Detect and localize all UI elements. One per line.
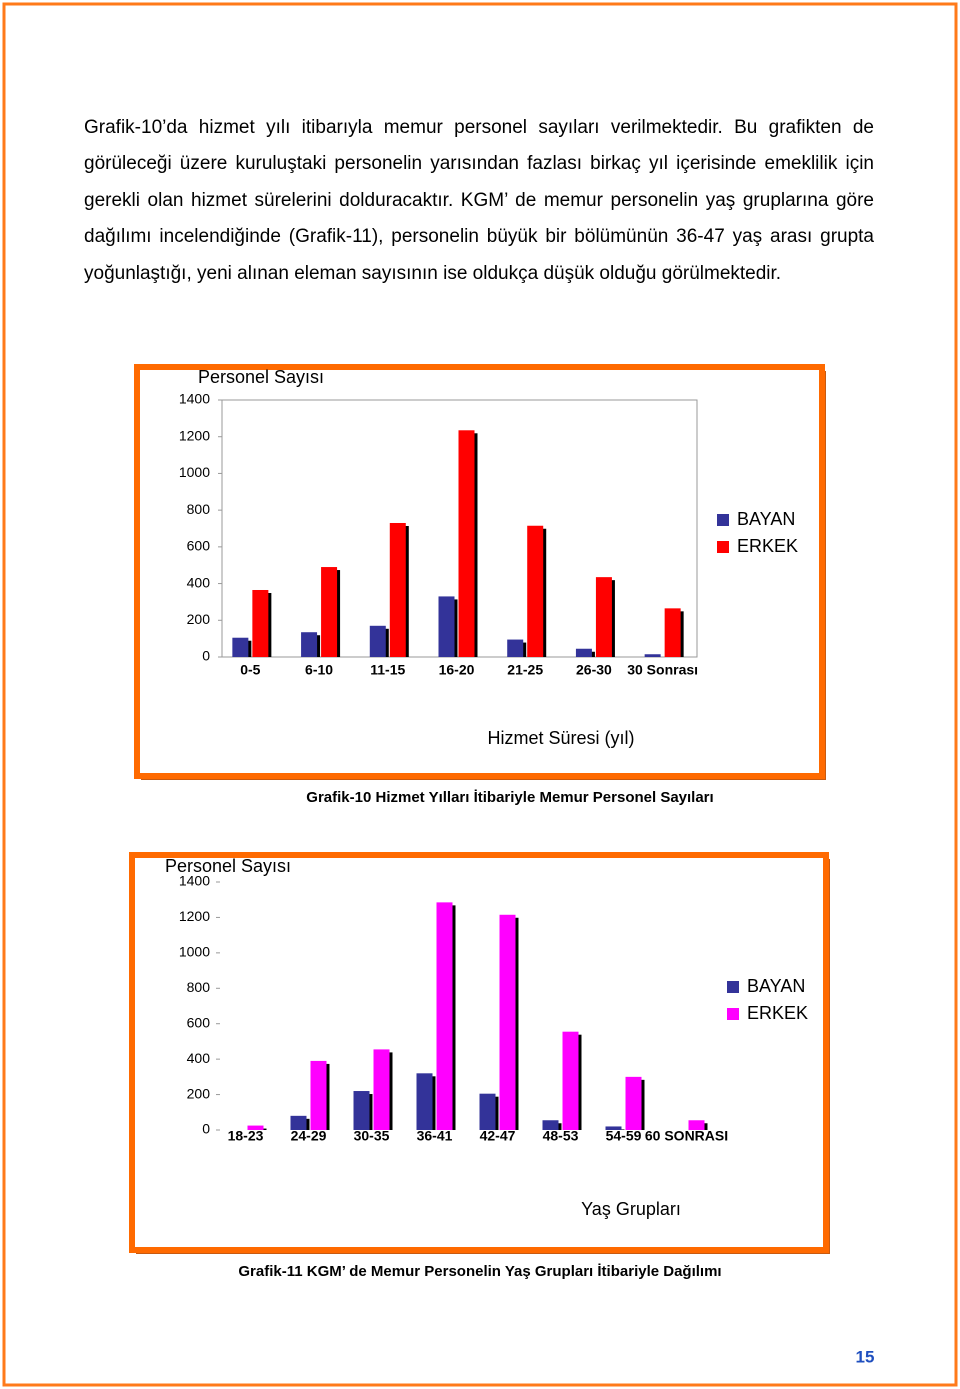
paragraph: Grafik-10’da hizmet yılı itibarıyla memu… [84,117,874,284]
x-tick-label: 48-53 [543,1128,579,1144]
bar [605,1126,622,1130]
y-tick-label: 800 [187,501,211,517]
y-tick-label: 600 [187,538,211,554]
legend-swatch [727,981,739,993]
bar [527,525,544,657]
bar [389,522,406,657]
bar [353,1091,370,1130]
bar [232,637,249,657]
bar [479,1093,496,1130]
y-tick-label: 200 [187,1085,211,1101]
bar [436,902,453,1130]
x-tick-label: 11-15 [370,662,405,678]
bar [369,625,386,657]
bar [595,577,612,657]
y-tick-label: 1200 [179,427,210,443]
x-axis-title: Yaş Grupları [581,1199,681,1219]
bar [290,1115,307,1130]
bar [438,596,455,657]
caption: Grafik-11 KGM’ de Memur Personelin Yaş G… [238,1263,721,1280]
x-tick-label: 24-29 [291,1128,327,1144]
y-axis-title: Personel Sayısı [198,367,324,387]
x-tick-label: 16-20 [439,662,475,678]
bar [664,608,681,657]
y-tick-label: 400 [187,574,211,590]
bar [301,632,318,657]
x-tick-label: 42-47 [480,1128,516,1144]
chart-frame [129,852,829,1253]
legend-label: BAYAN [737,509,795,529]
bar [310,1060,327,1130]
legend-label: BAYAN [747,976,805,996]
x-tick-label: 18-23 [228,1128,264,1144]
legend-label: ERKEK [747,1003,808,1023]
x-tick-label: 0-5 [240,662,260,678]
bar [625,1076,642,1130]
x-tick-label: 36-41 [417,1128,453,1144]
bar [247,1125,264,1130]
bar [458,430,475,657]
y-tick-label: 1200 [179,908,210,924]
y-tick-label: 1400 [179,873,210,889]
bar [575,648,592,657]
bar [507,639,524,657]
page-number: 15 [856,1347,875,1366]
y-tick-label: 0 [202,1121,210,1137]
legend-swatch [717,514,729,526]
y-tick-label: 1000 [179,944,210,960]
bar [321,567,338,657]
bar [542,1120,559,1130]
y-tick-label: 400 [187,1050,211,1066]
x-tick-label: 6-10 [305,662,333,678]
y-tick-label: 0 [202,648,210,664]
bar [688,1120,705,1130]
y-tick-label: 1000 [179,464,210,480]
y-tick-label: 800 [187,979,211,995]
x-tick-label: 54-59 [606,1128,642,1144]
bar [644,654,661,657]
x-tick-label: 30-35 [354,1128,390,1144]
bar [499,914,516,1130]
bar [562,1031,579,1130]
legend-swatch [727,1008,739,1020]
y-tick-label: 1400 [179,391,210,407]
legend-label: ERKEK [737,536,798,556]
caption: Grafik-10 Hizmet Yılları İtibariyle Memu… [306,789,713,806]
x-tick-label: 21-25 [507,662,543,678]
x-tick-label: 60 SONRASI [645,1128,728,1144]
y-axis-title: Personel Sayısı [165,856,291,876]
bar [373,1049,390,1130]
x-tick-label: 26-30 [576,662,612,678]
bar [416,1073,433,1130]
bar [252,589,269,657]
y-tick-label: 600 [187,1014,211,1030]
x-tick-label: 30 Sonrası [627,662,698,678]
x-axis-title: Hizmet Süresi (yıl) [487,728,634,748]
y-tick-label: 200 [187,611,211,627]
legend-swatch [717,541,729,553]
